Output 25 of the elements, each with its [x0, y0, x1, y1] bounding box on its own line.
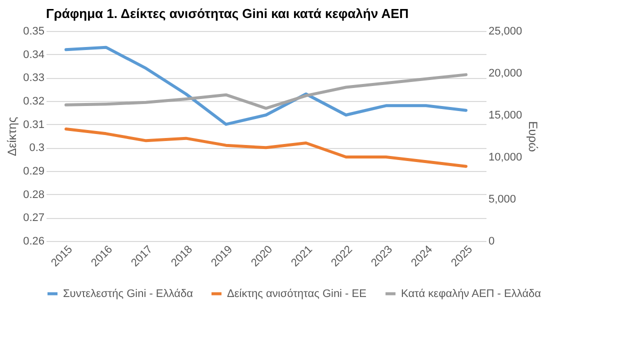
- y-tick-label: 0.28: [23, 188, 44, 201]
- y-tick-label: 0.26: [23, 236, 44, 248]
- y-tick-label: 0.29: [23, 166, 44, 178]
- y2-tick-label: 15,000: [488, 110, 522, 122]
- legend-label: Κατά κεφαλήν ΑΕΠ - Ελλάδα: [401, 288, 542, 300]
- y-tick-label: 0.32: [23, 96, 44, 108]
- y-tick-label: 0.34: [23, 48, 44, 61]
- y2-tick-label: 5,000: [488, 194, 516, 206]
- y-tick-label: 0.33: [23, 72, 44, 84]
- y2-tick-label: 0: [488, 236, 495, 248]
- line-series: [64, 128, 468, 168]
- y-tick-label: 0.27: [23, 212, 44, 224]
- y2-tick-label: 10,000: [488, 152, 522, 164]
- legend-label: Δείκτης ανισότητας Gini - ΕΕ: [227, 288, 366, 300]
- legend-label: Συντελεστής Gini - Ελλάδα: [63, 288, 194, 300]
- y-tick-label: 0.35: [23, 26, 44, 38]
- y2-tick-label: 20,000: [488, 68, 522, 80]
- y-axis-title: Δείκτης: [5, 116, 20, 156]
- y-tick-label: 0.31: [23, 118, 44, 131]
- chart-title: Γράφημα 1. Δείκτες ανισότητας Gini και κατά κεφαλήν ΑΕΠ: [46, 6, 409, 21]
- line-series: [64, 46, 468, 126]
- y2-axis-title: Ευρώ: [526, 121, 540, 152]
- y2-tick-label: 25,000: [488, 26, 522, 38]
- y-tick-label: 0.3: [29, 142, 44, 154]
- line-series: [64, 73, 468, 110]
